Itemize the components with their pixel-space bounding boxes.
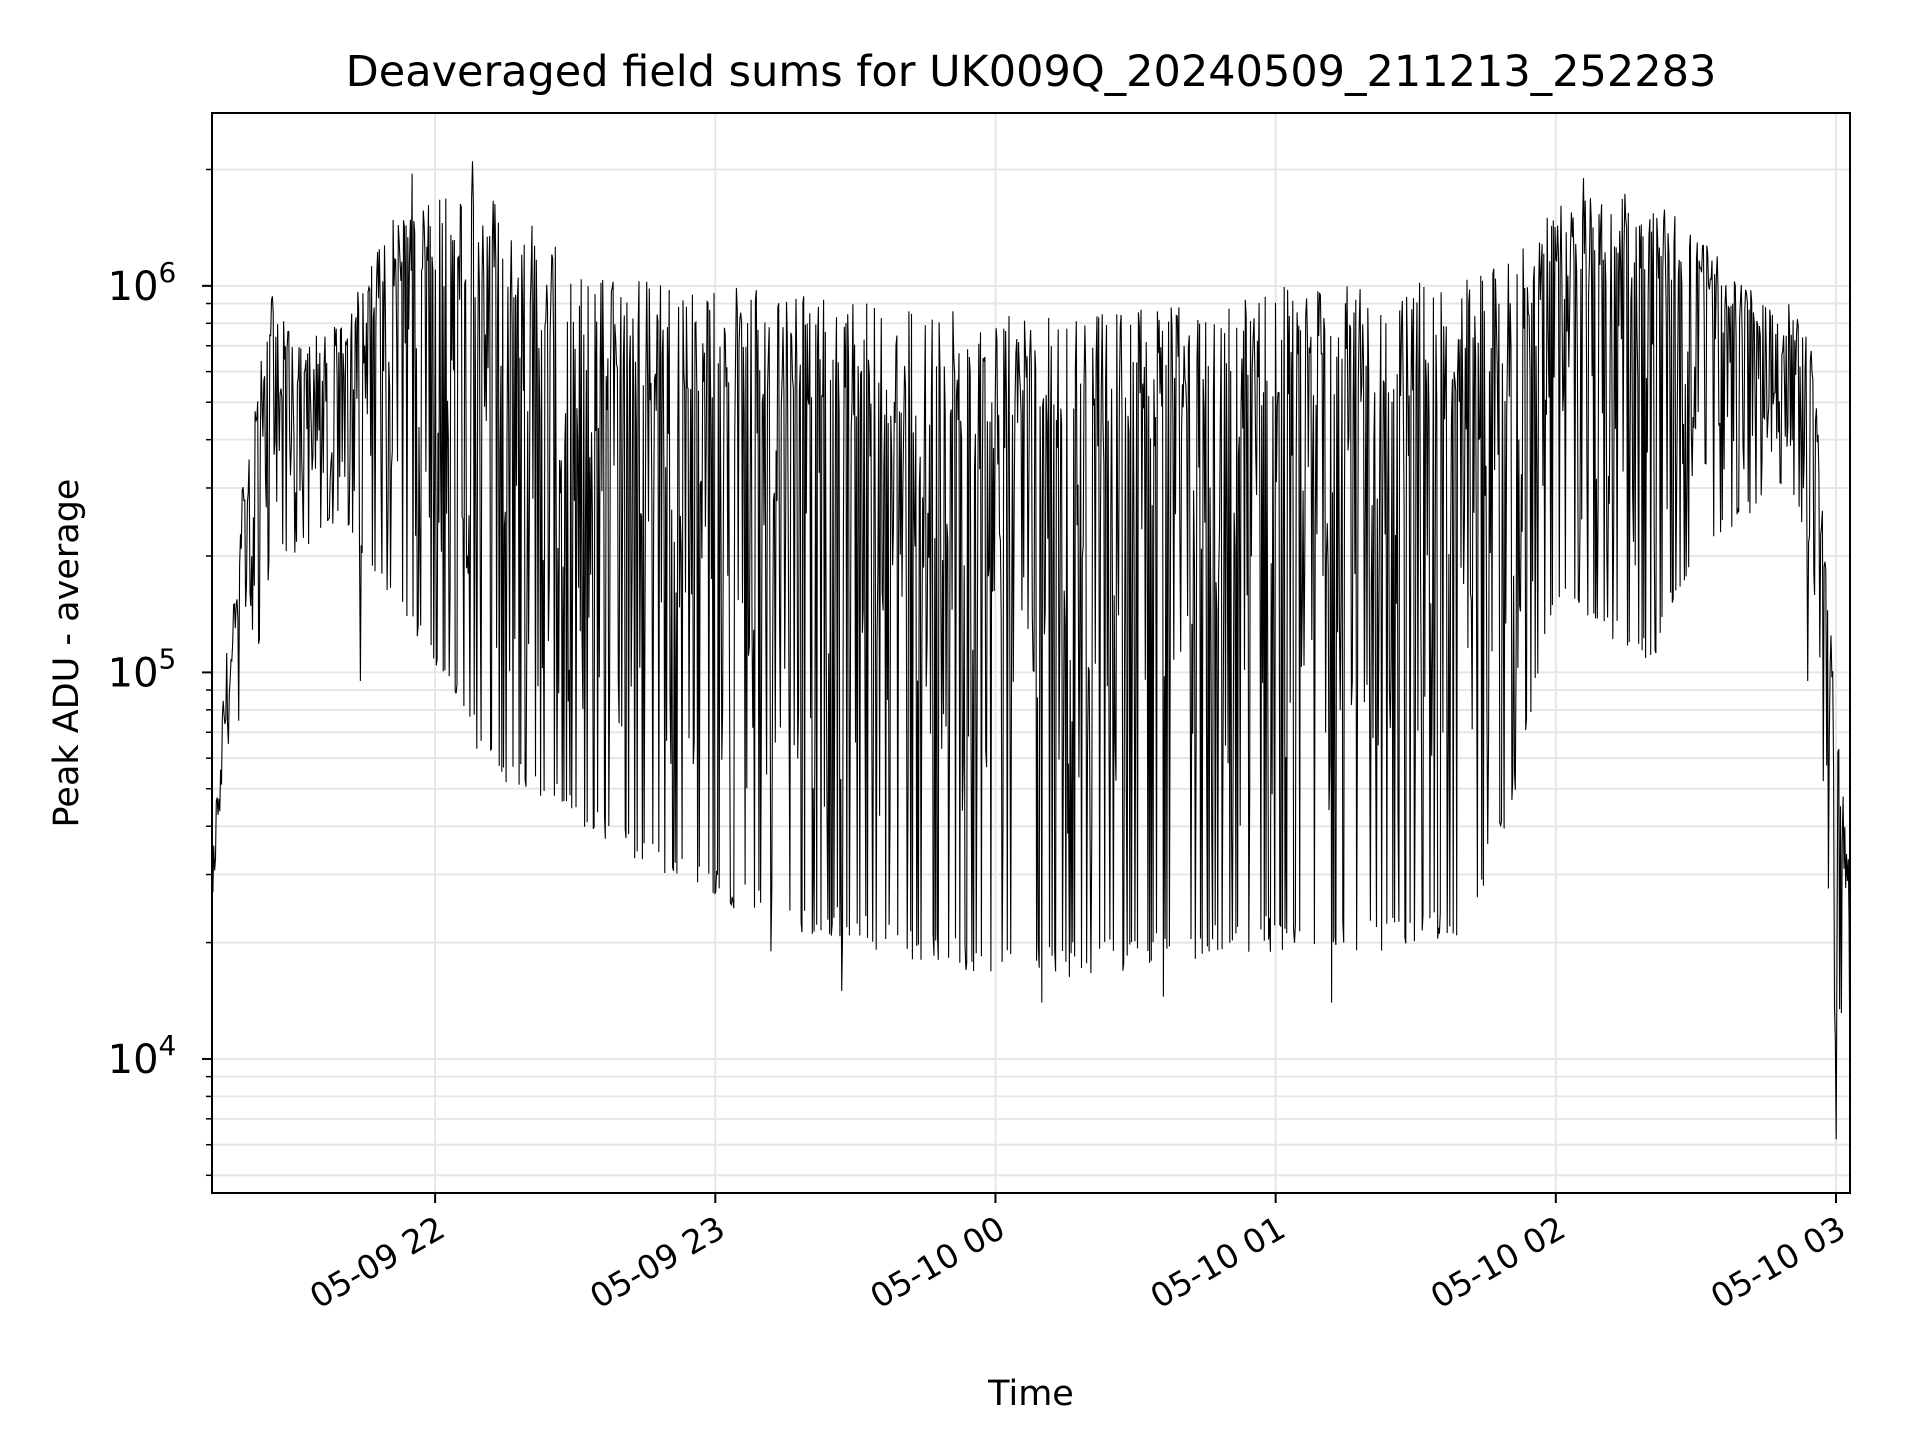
- y-tick-exponent: 4: [159, 1029, 177, 1062]
- x-axis-label: Time: [987, 1374, 1074, 1414]
- series: [211, 161, 1851, 1140]
- y-tick-exponent: 6: [159, 256, 177, 289]
- y-axis-label: Peak ADU - average: [47, 479, 87, 828]
- series-line: [211, 161, 1851, 1140]
- y-tick-exponent: 5: [159, 642, 177, 675]
- chart-title: Deaveraged field sums for UK009Q_2024050…: [346, 47, 1717, 97]
- plot-frame: [211, 112, 1851, 1194]
